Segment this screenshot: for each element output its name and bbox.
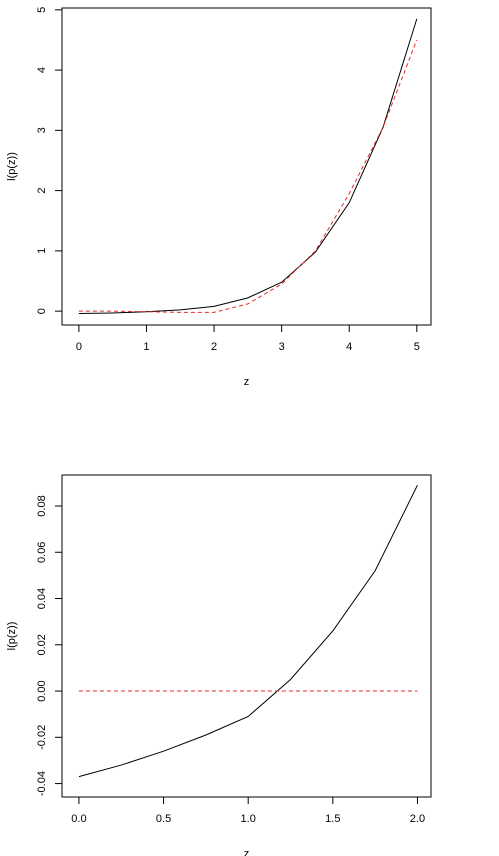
x-tick-label: 5 bbox=[414, 341, 420, 353]
x-tick-label: 0.0 bbox=[71, 813, 86, 825]
y-tick-label: -0.02 bbox=[36, 725, 48, 750]
y-tick-label: 1 bbox=[36, 248, 48, 254]
x-tick-label: 0 bbox=[76, 341, 82, 353]
data-line bbox=[78, 18, 418, 315]
y-tick-label: 2 bbox=[36, 188, 48, 194]
y-tick-label: 4 bbox=[36, 67, 48, 73]
y-tick-label: 0.02 bbox=[36, 634, 48, 655]
x-tick-label: 0.5 bbox=[156, 813, 171, 825]
x-tick-label: 4 bbox=[346, 341, 352, 353]
y-tick-label: 0.06 bbox=[36, 542, 48, 563]
y-tick-label: 0.00 bbox=[36, 680, 48, 701]
x-tick-label: 2 bbox=[211, 341, 217, 353]
y-tick-label: 0.08 bbox=[36, 495, 48, 516]
y-tick-label: 5 bbox=[36, 7, 48, 13]
y-tick-label: -0.04 bbox=[36, 771, 48, 796]
x-tick-label: 1.0 bbox=[241, 813, 256, 825]
y-axis-label: l(p(z)) bbox=[6, 152, 18, 181]
x-axis-label: z bbox=[244, 376, 250, 388]
data-line bbox=[78, 484, 418, 778]
y-tick-label: 0.04 bbox=[36, 588, 48, 609]
plot-frame bbox=[61, 7, 432, 326]
y-tick-label: 0 bbox=[36, 308, 48, 314]
x-tick-label: 1.5 bbox=[325, 813, 340, 825]
x-tick-label: 2.0 bbox=[410, 813, 425, 825]
data-line bbox=[78, 39, 418, 313]
x-axis-label: z bbox=[244, 848, 250, 856]
x-tick-label: 3 bbox=[279, 341, 285, 353]
y-tick-label: 3 bbox=[36, 127, 48, 133]
x-tick-label: 1 bbox=[143, 341, 149, 353]
y-axis-label: l(p(z)) bbox=[6, 622, 18, 651]
plot-frame bbox=[61, 474, 432, 798]
